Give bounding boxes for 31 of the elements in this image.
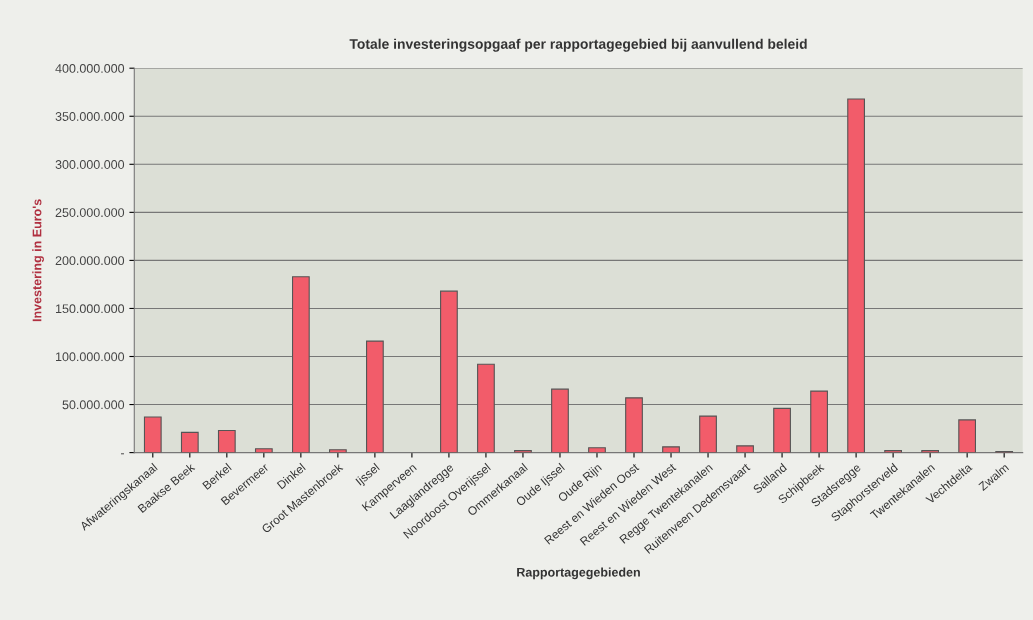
bar <box>477 363 495 453</box>
bar <box>699 415 717 453</box>
bar <box>217 429 236 453</box>
x-axis-title: Rapportagegebieden <box>517 567 640 580</box>
y-tick-label: 200.000.000 <box>55 256 125 266</box>
y-tick-label: 400.000.000 <box>55 64 125 73</box>
bar <box>958 419 977 453</box>
bar <box>588 447 606 453</box>
bar <box>551 388 569 453</box>
bar <box>847 98 865 453</box>
y-tick-label: 350.000.000 <box>55 112 125 121</box>
bar <box>143 416 162 453</box>
bar <box>625 397 643 453</box>
bar <box>328 449 347 453</box>
y-tick-label: 50.000.000 <box>62 400 125 410</box>
bar <box>440 290 458 453</box>
y-tick-label: 300.000.000 <box>55 160 125 169</box>
bar <box>254 448 273 453</box>
bar <box>810 390 828 453</box>
bar <box>291 276 310 453</box>
bar <box>366 340 384 453</box>
bar <box>773 407 791 453</box>
y-tick-label: 150.000.000 <box>56 304 125 314</box>
bar <box>736 445 754 453</box>
y-tick-label: - <box>120 453 125 455</box>
bar <box>662 446 680 453</box>
y-axis-title: Investering in Euro's <box>32 199 44 322</box>
y-tick-label: 100.000.000 <box>56 352 125 362</box>
chart-title: Totale investeringsopgaaf per rapportagegebied bij aanvullend beleid <box>349 38 807 52</box>
y-tick-label: 250.000.000 <box>55 208 125 217</box>
bar <box>180 431 199 453</box>
